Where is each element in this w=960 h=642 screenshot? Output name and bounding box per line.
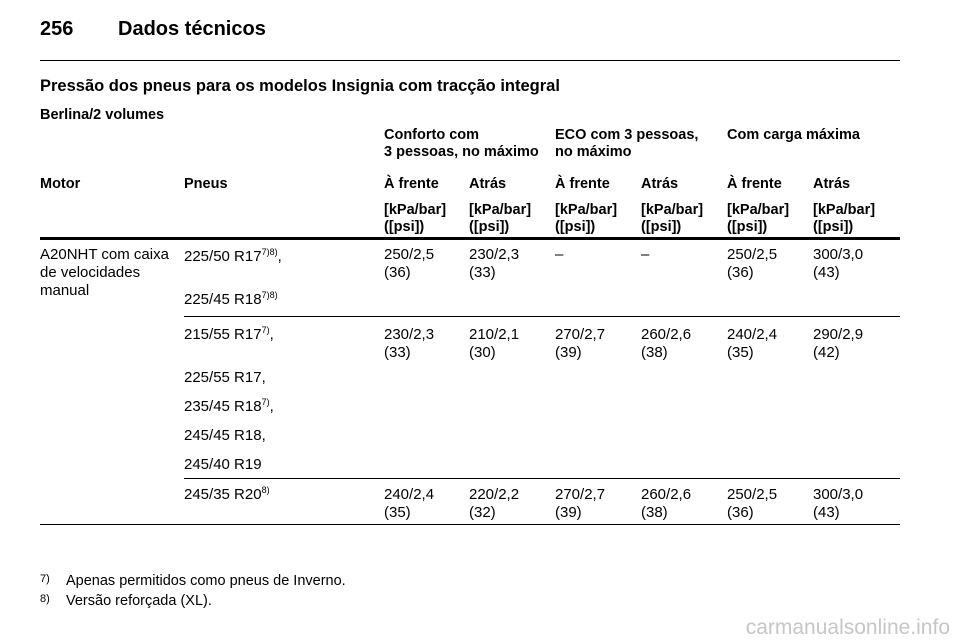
load-group-line1: Conforto com <box>384 127 480 143</box>
row-divider <box>184 316 900 317</box>
tyre-size: 215/55 R177), <box>184 325 274 344</box>
pressure-value: 250/2,5 (36) <box>384 246 435 281</box>
tyre-size: 245/35 R208) <box>184 485 270 504</box>
pressure-value: 300/3,0 (43) <box>813 486 864 521</box>
page-header-title: Dados técnicos <box>118 18 266 40</box>
pressure-value: – <box>555 246 564 263</box>
col-header-motor: Motor <box>40 176 81 192</box>
section-title: Pressão dos pneus para os modelos Insign… <box>40 77 560 95</box>
watermark: carmanualsonline.info <box>745 616 950 639</box>
footnote-mark: 7) <box>40 573 50 585</box>
footnote-ref: 7) <box>261 397 270 407</box>
load-group-line2: 3 pessoas, no máximo <box>384 144 539 160</box>
tyre-size: 245/45 R18, <box>184 427 266 444</box>
unit-header: [kPa/bar] ([psi]) <box>555 202 618 235</box>
unit-header: [kPa/bar] ([psi]) <box>469 202 532 235</box>
row-divider <box>184 478 900 479</box>
engine-cell: A20NHT com caixa de velocidades manual <box>40 246 169 299</box>
table-bottom-rule <box>40 524 900 525</box>
col-header-rear: Atrás <box>641 176 679 192</box>
pressure-value: 230/2,3 (33) <box>469 246 520 281</box>
header-divider <box>40 60 900 61</box>
unit-header: [kPa/bar] ([psi]) <box>384 202 447 235</box>
load-group-eco: ECO com 3 pessoas, no máximo <box>555 127 698 161</box>
unit-header: [kPa/bar] ([psi]) <box>641 202 704 235</box>
col-header-tyres: Pneus <box>184 176 228 192</box>
pressure-value: 270/2,7 (39) <box>555 326 606 361</box>
load-group-line2: no máximo <box>555 144 632 160</box>
load-group-comfort: Conforto com 3 pessoas, no máximo <box>384 127 539 161</box>
footnote-text: Apenas permitidos como pneus de Inverno. <box>66 573 346 589</box>
col-header-rear: Atrás <box>469 176 507 192</box>
pressure-value: 260/2,6 (38) <box>641 326 692 361</box>
page-number: 256 <box>40 18 74 40</box>
load-group-line1: Com carga máxima <box>727 127 860 143</box>
load-group-line1: ECO com 3 pessoas, <box>555 127 699 143</box>
load-group-max-load: Com carga máxima <box>727 127 860 144</box>
footnote-mark: 8) <box>40 593 50 605</box>
pressure-value: 290/2,9 (42) <box>813 326 864 361</box>
tyre-size: 225/50 R177)8), <box>184 247 282 266</box>
pressure-value: 260/2,6 (38) <box>641 486 692 521</box>
footnote-ref: 7)8) <box>261 290 278 300</box>
pressure-value: 210/2,1 (30) <box>469 326 520 361</box>
pressure-value: 250/2,5 (36) <box>727 486 778 521</box>
pressure-value: 240/2,4 (35) <box>384 486 435 521</box>
footnote-ref: 7)8) <box>261 247 278 257</box>
tyre-size: 225/55 R17, <box>184 369 266 386</box>
footnote-ref: 8) <box>261 485 270 495</box>
col-header-front: À frente <box>727 176 782 192</box>
pressure-value: 250/2,5 (36) <box>727 246 778 281</box>
pressure-value: 230/2,3 (33) <box>384 326 435 361</box>
footnote-ref: 7) <box>261 325 270 335</box>
pressure-value: – <box>641 246 650 263</box>
tyre-size: 235/45 R187), <box>184 397 274 416</box>
col-header-rear: Atrás <box>813 176 851 192</box>
footnote: 8) Versão reforçada (XL). <box>40 593 212 611</box>
col-header-front: À frente <box>384 176 439 192</box>
table-header-rule <box>40 237 900 240</box>
subsection-title: Berlina/2 volumes <box>40 107 165 123</box>
tyre-size: 245/40 R19 <box>184 456 262 473</box>
col-header-front: À frente <box>555 176 610 192</box>
tyre-size: 225/45 R187)8) <box>184 290 278 309</box>
pressure-value: 300/3,0 (43) <box>813 246 864 281</box>
unit-header: [kPa/bar] ([psi]) <box>727 202 790 235</box>
unit-header: [kPa/bar] ([psi]) <box>813 202 876 235</box>
pressure-value: 270/2,7 (39) <box>555 486 606 521</box>
footnote-text: Versão reforçada (XL). <box>66 593 212 609</box>
pressure-value: 240/2,4 (35) <box>727 326 778 361</box>
pressure-value: 220/2,2 (32) <box>469 486 520 521</box>
footnote: 7) Apenas permitidos como pneus de Inver… <box>40 573 346 591</box>
